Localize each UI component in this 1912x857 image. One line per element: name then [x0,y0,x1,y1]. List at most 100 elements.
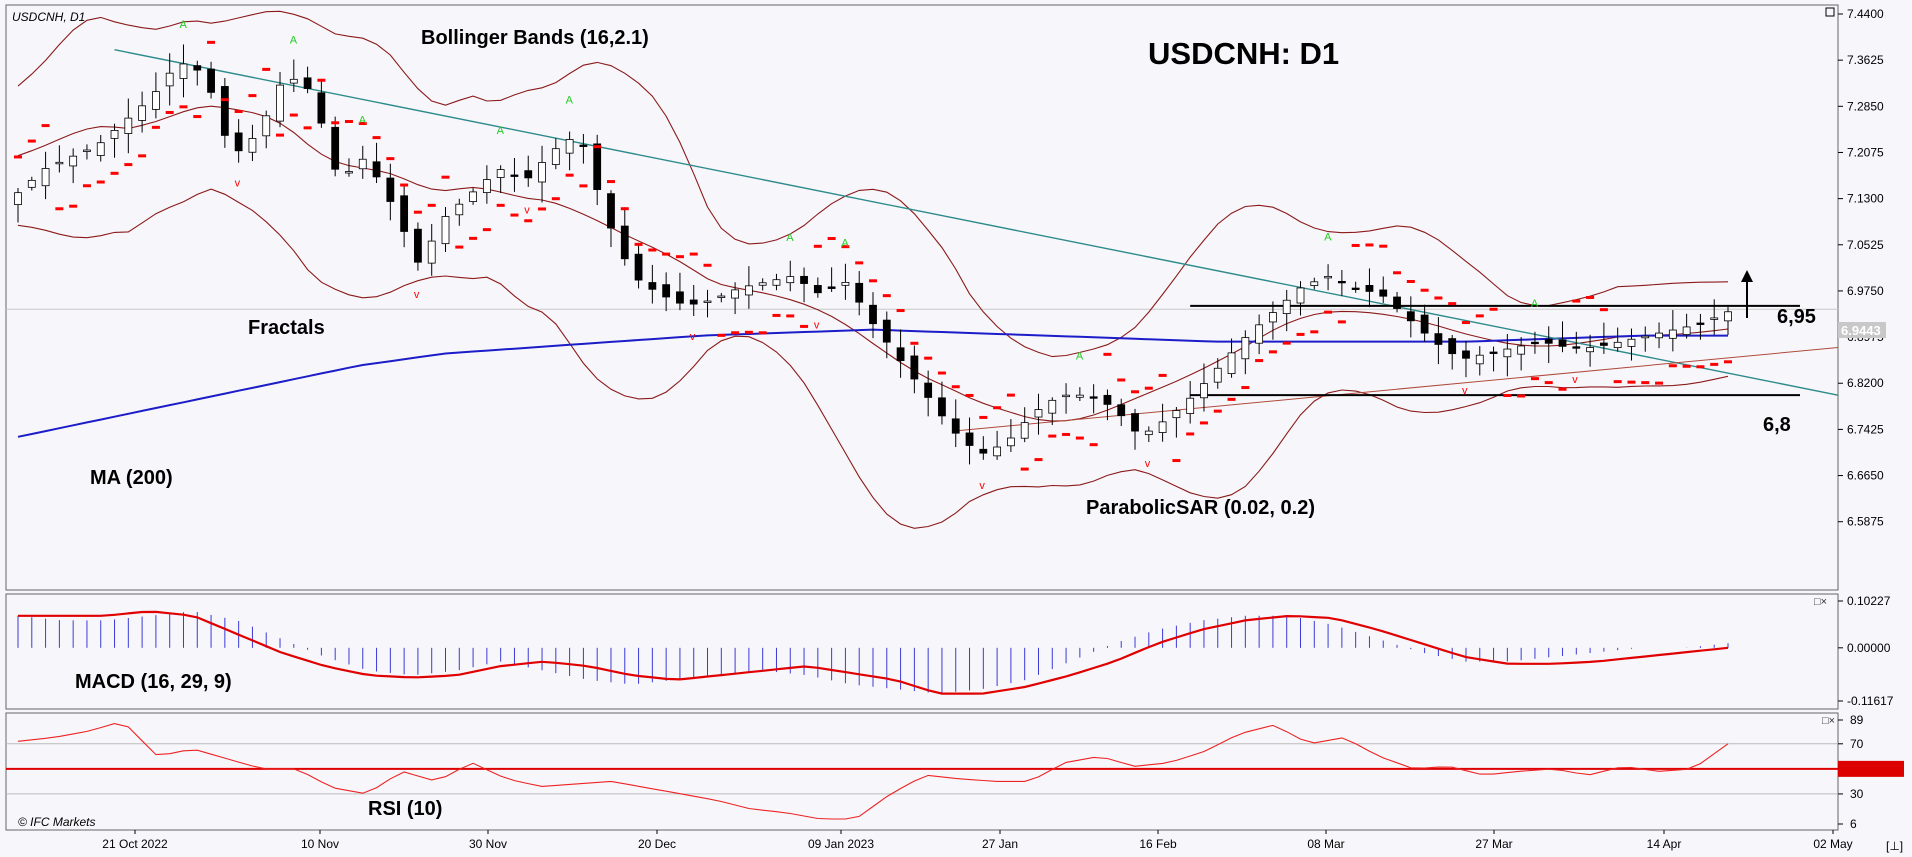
psar-dot [248,94,257,98]
psar-dot [124,163,133,167]
bollinger-lower [17,188,1729,529]
candle-body [55,161,64,165]
rsi-pane-controls[interactable]: □× [1822,715,1835,727]
candle-body [1393,296,1401,309]
candle-body [1448,338,1457,355]
psar-dot [1186,432,1195,436]
candle-body [634,253,643,281]
psar-dot [841,245,850,249]
fractal-up-marker: A [566,95,574,107]
psar-dot [358,122,367,126]
psar-dot [1448,302,1457,306]
psar-dot [717,333,726,337]
fractal-up-marker: A [179,19,187,31]
candle-body [827,286,836,289]
psar-dot [579,184,588,188]
psar-dot [910,341,919,345]
candle-body [110,130,119,139]
candle-body [1475,354,1484,365]
candle-body [758,282,767,286]
candle-body [400,195,409,232]
psar-dot [510,213,519,217]
candle-body [896,347,905,361]
psar-dot [689,252,698,256]
candle-body [124,117,133,134]
candle-body [1572,346,1581,349]
candle-body [938,397,946,417]
candle-body [800,275,808,284]
candle-body [1075,394,1084,398]
candle-body [524,170,533,179]
candle-body [648,282,657,290]
candle-body [607,193,615,229]
psar-dot [1213,409,1222,413]
psar-dot [744,330,753,334]
candle-body [414,228,422,263]
psar-dot [372,136,381,140]
psar-dot [620,207,629,211]
candle-body [662,284,671,298]
candle-body [1186,397,1195,414]
psar-dot [1117,378,1126,382]
candle-body [1544,338,1553,344]
candle-body [193,65,202,71]
psar-dot [1586,295,1595,299]
rsi-y-tick-label: 89 [1850,713,1864,727]
symbol-timeframe: USDCNH, D1 [12,10,85,24]
candle-body [882,319,891,343]
candle-body [1117,404,1126,417]
x-tick-label: 16 Feb [1139,837,1177,851]
main-y-tick-label: 7.2850 [1847,99,1884,113]
psar-dot [14,155,22,159]
rsi-pane [5,712,1839,831]
pane-maximize-icon[interactable] [1825,7,1835,17]
scroll-icon[interactable]: [⊥] [1886,839,1903,853]
psar-dot [1655,381,1664,385]
candle-body [1269,312,1277,323]
candle-body [855,282,864,303]
candle-body [731,289,739,299]
candle-body [455,203,464,216]
candle-body [979,448,988,454]
candle-body [1434,333,1443,345]
candle-body [1144,430,1153,436]
candle-body [744,285,753,296]
x-tick-label: 27 Jan [982,837,1018,851]
copyright: © IFC Markets [18,815,96,829]
psar-dot [758,331,767,335]
fractal-down-marker: v [414,289,420,301]
psar-dot [1420,288,1429,292]
main-y-tick-label: 7.2075 [1847,145,1884,159]
psar-dot [469,236,478,240]
ma-label: MA (200) [90,467,173,489]
candle-body [1007,437,1015,447]
candle-body [1296,287,1305,304]
psar-dot [303,126,312,130]
candle-body [1310,281,1319,286]
macd-pane [5,593,1839,710]
rsi-midline-tag [1838,760,1904,777]
main-y-tick-label: 6.9750 [1847,284,1884,298]
candle-body [1048,399,1057,414]
candle-body [786,276,795,284]
psar-dot [1627,380,1636,384]
candle-body [427,240,436,264]
psar-dot [827,237,836,241]
psar-dot [1241,386,1250,390]
psar-dot [565,173,574,177]
candle-body [1020,422,1029,439]
candle-body [1558,339,1567,347]
candle-body [1158,421,1167,433]
candle-body [924,382,933,398]
candle-body [717,295,726,298]
candle-body [372,161,381,178]
psar-dot [262,67,271,71]
candle-body [1172,410,1181,419]
candle-body [1696,322,1705,325]
candle-body [41,168,50,187]
fractal-down-marker: v [1145,458,1151,470]
psar-dot [110,171,119,175]
macd-pane-controls[interactable]: □× [1814,596,1827,608]
psar-dot [1544,381,1553,385]
